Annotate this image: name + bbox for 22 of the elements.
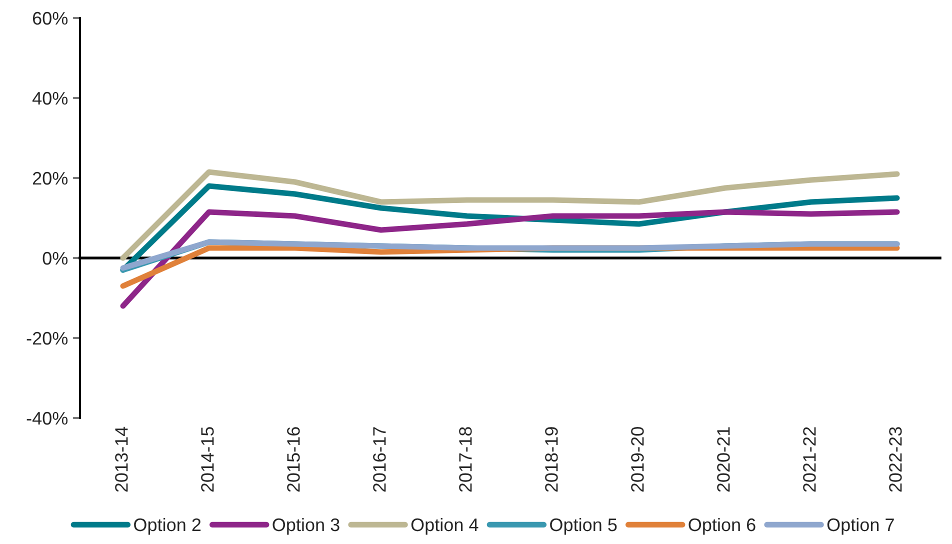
legend-label: Option 4	[411, 518, 478, 535]
x-tick-label: 2017-18	[459, 427, 472, 492]
legend-label: Option 6	[688, 518, 756, 535]
y-tick-label: 0%	[42, 252, 68, 265]
x-tick-label: 2021-22	[803, 427, 816, 492]
legend-label: Option 3	[272, 518, 340, 535]
y-tick-label: -40%	[26, 412, 68, 425]
y-tick-label: -20%	[26, 332, 68, 345]
x-tick-label: 2019-20	[631, 427, 644, 492]
y-tick-label: 40%	[32, 92, 68, 105]
legend-label: Option 7	[827, 518, 894, 535]
x-tick-label: 2016-17	[373, 427, 386, 492]
x-tick-label: 2013-14	[115, 426, 128, 492]
x-tick-label: 2020-21	[717, 427, 730, 492]
x-tick-label: 2018-19	[545, 427, 558, 492]
legend-label: Option 5	[550, 518, 617, 535]
legend-label: Option 2	[134, 518, 201, 535]
y-tick-label: 60%	[32, 12, 68, 25]
y-tick-label: 20%	[32, 172, 68, 185]
x-tick-label: 2022-23	[889, 427, 902, 492]
x-tick-label: 2015-16	[287, 427, 300, 492]
x-tick-label: 2014-15	[201, 427, 214, 492]
